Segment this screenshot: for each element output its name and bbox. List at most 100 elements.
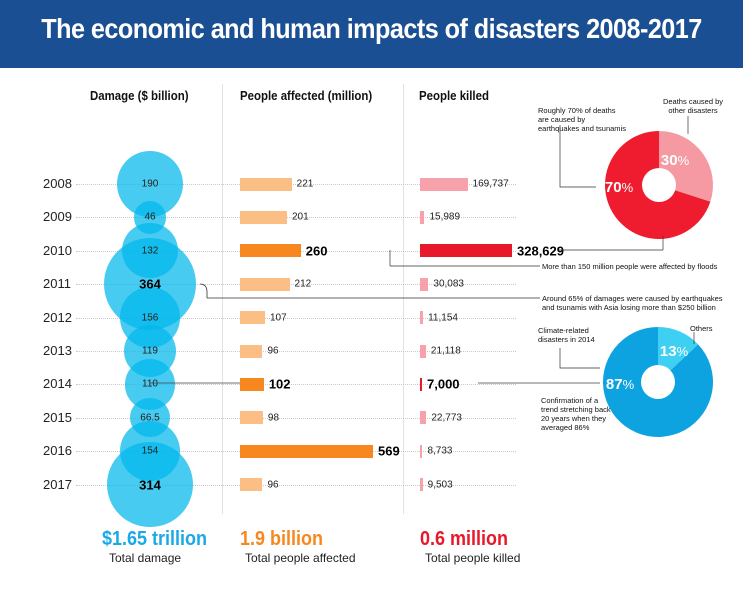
damage-value-label: 314 bbox=[139, 477, 161, 493]
killed-bar bbox=[420, 244, 512, 258]
damage-value-label: 110 bbox=[142, 378, 158, 390]
affected-value-label: 96 bbox=[267, 479, 279, 491]
year-label: 2016 bbox=[43, 443, 72, 459]
damage-column-header: Damage ($ billion) bbox=[90, 88, 189, 103]
killed-bar bbox=[420, 411, 427, 425]
other-deaths-note: Deaths caused by other disasters bbox=[662, 97, 724, 115]
killed-bar bbox=[420, 277, 429, 291]
pie-percent-label: 70% bbox=[605, 179, 634, 196]
pie-percent-label: 87% bbox=[606, 376, 635, 393]
affected-bar bbox=[240, 411, 263, 425]
damage-total-value: $1.65 trillion bbox=[102, 528, 208, 550]
row-guide-line bbox=[76, 317, 516, 319]
row-guide-line bbox=[76, 284, 516, 286]
row-guide-line bbox=[76, 184, 516, 185]
damage-value-label: 156 bbox=[141, 312, 159, 324]
affected-bar bbox=[240, 277, 290, 291]
affected-value-label: 212 bbox=[294, 278, 312, 290]
affected-bar bbox=[240, 478, 263, 492]
affected-value-label: 221 bbox=[296, 178, 314, 190]
affected-value-label: 569 bbox=[378, 443, 400, 459]
killed-value-label: 30,083 bbox=[433, 278, 464, 290]
killed-value-label: 11,154 bbox=[428, 312, 458, 324]
deaths-quake-note: Roughly 70% of deaths are caused by eart… bbox=[538, 106, 626, 133]
affected-value-label: 98 bbox=[267, 412, 280, 424]
killed-bar bbox=[420, 311, 424, 325]
killed-bar bbox=[420, 478, 423, 492]
affected-value-label: 201 bbox=[291, 211, 309, 223]
pie-percent-label: 13% bbox=[660, 343, 689, 360]
affected-bar bbox=[240, 244, 301, 258]
climate-note-leader bbox=[559, 348, 600, 369]
year-label: 2011 bbox=[43, 276, 71, 292]
year-label: 2009 bbox=[43, 209, 72, 225]
year-label: 2014 bbox=[43, 376, 72, 392]
damage-value-label: 66.5 bbox=[140, 412, 160, 424]
killed-bar bbox=[420, 344, 426, 358]
killed-bar bbox=[420, 210, 425, 224]
year-label: 2013 bbox=[43, 343, 72, 358]
affected-column-header: People affected (million) bbox=[240, 88, 373, 103]
deaths-note-leader bbox=[559, 125, 596, 188]
killed-bar bbox=[420, 377, 422, 391]
affected-value-label: 102 bbox=[268, 376, 291, 392]
year-label: 2012 bbox=[43, 309, 72, 325]
damage-value-label: 119 bbox=[142, 345, 158, 357]
row-guide-line bbox=[76, 384, 516, 386]
year-label: 2017 bbox=[43, 476, 72, 492]
row-guide-line bbox=[76, 417, 516, 419]
killed-value-label: 21,118 bbox=[430, 345, 461, 357]
affected-bar bbox=[240, 177, 292, 191]
damage-bracket-connector bbox=[199, 283, 208, 298]
damages-note: Around 65% of damages were caused by ear… bbox=[542, 294, 723, 312]
affected-total-label: Total people affected bbox=[245, 551, 356, 565]
row-guide-line bbox=[76, 351, 516, 352]
title-banner: The economic and human impacts of disast… bbox=[0, 0, 743, 68]
damage-value-label: 190 bbox=[141, 178, 159, 190]
damage-bubble bbox=[107, 441, 193, 528]
killed-total-label: Total people killed bbox=[425, 551, 521, 565]
damage-value-label: 46 bbox=[144, 211, 156, 223]
affected-total-value: 1.9 billion bbox=[240, 528, 324, 550]
damage-total-label: Total damage bbox=[109, 551, 182, 565]
affected-bar bbox=[240, 311, 265, 325]
year-label: 2008 bbox=[43, 176, 72, 191]
affected-value-label: 260 bbox=[305, 243, 328, 259]
year-label: 2010 bbox=[43, 242, 72, 258]
killed-bar bbox=[420, 177, 468, 191]
pie-center-hole bbox=[642, 168, 676, 202]
row-guide-line bbox=[76, 484, 516, 486]
killed-value-label: 22,773 bbox=[431, 412, 462, 424]
climate-note: Climate-related disasters in 2014 bbox=[538, 326, 595, 344]
damage-value-label: 364 bbox=[139, 276, 161, 292]
others-note: Others bbox=[690, 324, 713, 333]
pie-slice bbox=[658, 327, 699, 382]
affected-bar bbox=[240, 210, 287, 224]
damage-value-label: 154 bbox=[141, 445, 159, 457]
climate-pie-chart: 87% 13% bbox=[603, 326, 713, 437]
deaths-pie-chart: 70% 30% bbox=[605, 131, 714, 239]
column-divider bbox=[222, 84, 223, 514]
affected-value-label: 96 bbox=[267, 345, 279, 357]
killed-column-header: People killed bbox=[419, 88, 489, 103]
affected-bar bbox=[240, 377, 264, 391]
affected-bar bbox=[240, 444, 373, 458]
damage-value-label: 132 bbox=[141, 245, 159, 257]
killed-value-label: 8,733 bbox=[427, 445, 453, 457]
killed-bar bbox=[420, 444, 423, 458]
affected-value-label: 107 bbox=[270, 312, 287, 324]
row-guide-line bbox=[76, 217, 516, 219]
page-title: The economic and human impacts of disast… bbox=[41, 13, 702, 44]
killed-value-label: 169,737 bbox=[472, 178, 509, 190]
trend-note: Confirmation of a trend stretching back … bbox=[541, 396, 611, 432]
pie-percent-label: 30% bbox=[661, 152, 690, 169]
killed-value-label: 7,000 bbox=[427, 376, 460, 392]
killed-total-value: 0.6 million bbox=[420, 528, 509, 550]
floods-note: More than 150 million people were affect… bbox=[542, 262, 718, 271]
killed-value-label: 15,989 bbox=[429, 211, 461, 223]
column-divider bbox=[403, 84, 404, 514]
pie-center-hole bbox=[641, 365, 675, 399]
year-label: 2015 bbox=[43, 409, 72, 425]
killed-value-label: 9,503 bbox=[427, 479, 453, 491]
